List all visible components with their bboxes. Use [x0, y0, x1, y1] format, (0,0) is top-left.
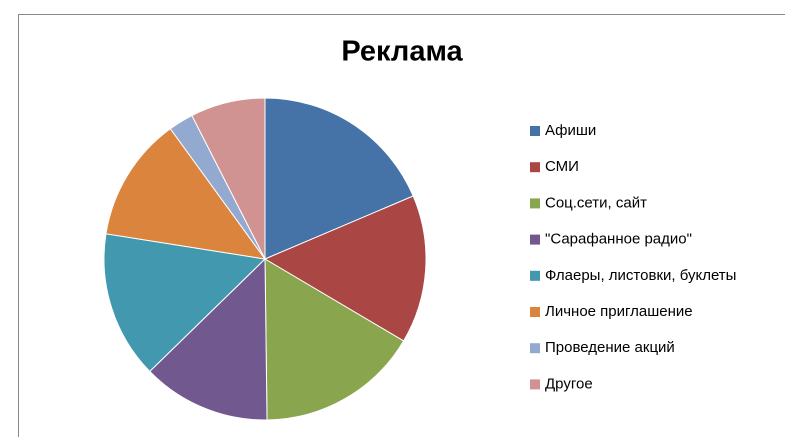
- pie-slice: [264, 97, 414, 260]
- pie-slice: [264, 258, 405, 421]
- legend-label: Проведение акций: [545, 339, 675, 356]
- pie-slice: [263, 195, 427, 342]
- legend-swatch: [530, 379, 540, 390]
- legend-label: Личное приглашение: [545, 303, 693, 320]
- legend-swatch: [530, 198, 540, 209]
- legend-swatch: [530, 162, 540, 173]
- legend-swatch: [530, 270, 540, 281]
- legend-swatch: [530, 126, 540, 136]
- legend-swatch: [530, 343, 540, 354]
- legend-label: Афиши: [545, 122, 596, 139]
- legend-label: Соц.сети, сайт: [545, 194, 647, 211]
- chart-title: Реклама: [341, 36, 463, 68]
- legend-label: Другое: [545, 375, 593, 392]
- legend-label: СМИ: [545, 158, 579, 175]
- legend-swatch: [530, 234, 540, 245]
- legend-swatch: [530, 307, 540, 317]
- legend-label: "Сарафанное радио": [545, 231, 692, 248]
- pie-slice: [149, 257, 268, 421]
- pie-slice: [103, 233, 267, 373]
- legend-label: Флаеры, листовки, буклеты: [545, 267, 736, 284]
- pie-slice: [191, 97, 266, 260]
- pie-slice: [105, 128, 267, 260]
